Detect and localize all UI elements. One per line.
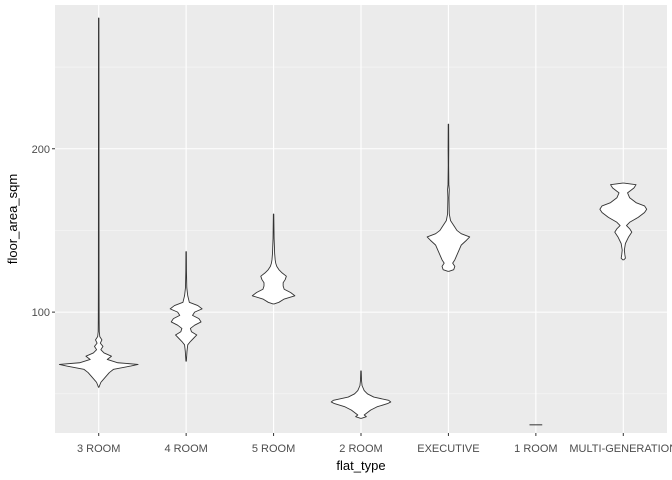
x-axis: 3 ROOM 4 ROOM 5 ROOM 2 ROOM EXECUTIVE 1 ROOM M…	[77, 433, 672, 455]
x-tick-label: MULTI-GENERATION	[569, 443, 672, 455]
violin-3-room	[58, 17, 139, 388]
violins	[58, 17, 648, 426]
y-tick-label: 100	[32, 307, 50, 319]
y-tick-label: 200	[32, 144, 50, 156]
x-tick-label: 5 ROOM	[252, 443, 295, 455]
x-tick-label: EXECUTIVE	[417, 443, 479, 455]
x-tick-label: 1 ROOM	[514, 443, 557, 455]
violin-multi-generation	[599, 182, 648, 261]
violin-executive	[426, 123, 471, 272]
x-tick-label: 2 ROOM	[339, 443, 382, 455]
x-tick-label: 4 ROOM	[164, 443, 207, 455]
x-axis-title: flat_type	[336, 458, 385, 473]
violin-2-room	[330, 370, 392, 419]
y-axis: 100 200	[32, 144, 55, 319]
violin-5-room	[251, 213, 296, 305]
y-axis-title: floor_area_sqm	[5, 174, 20, 264]
violin-4-room	[169, 251, 203, 362]
x-tick-label: 3 ROOM	[77, 443, 120, 455]
